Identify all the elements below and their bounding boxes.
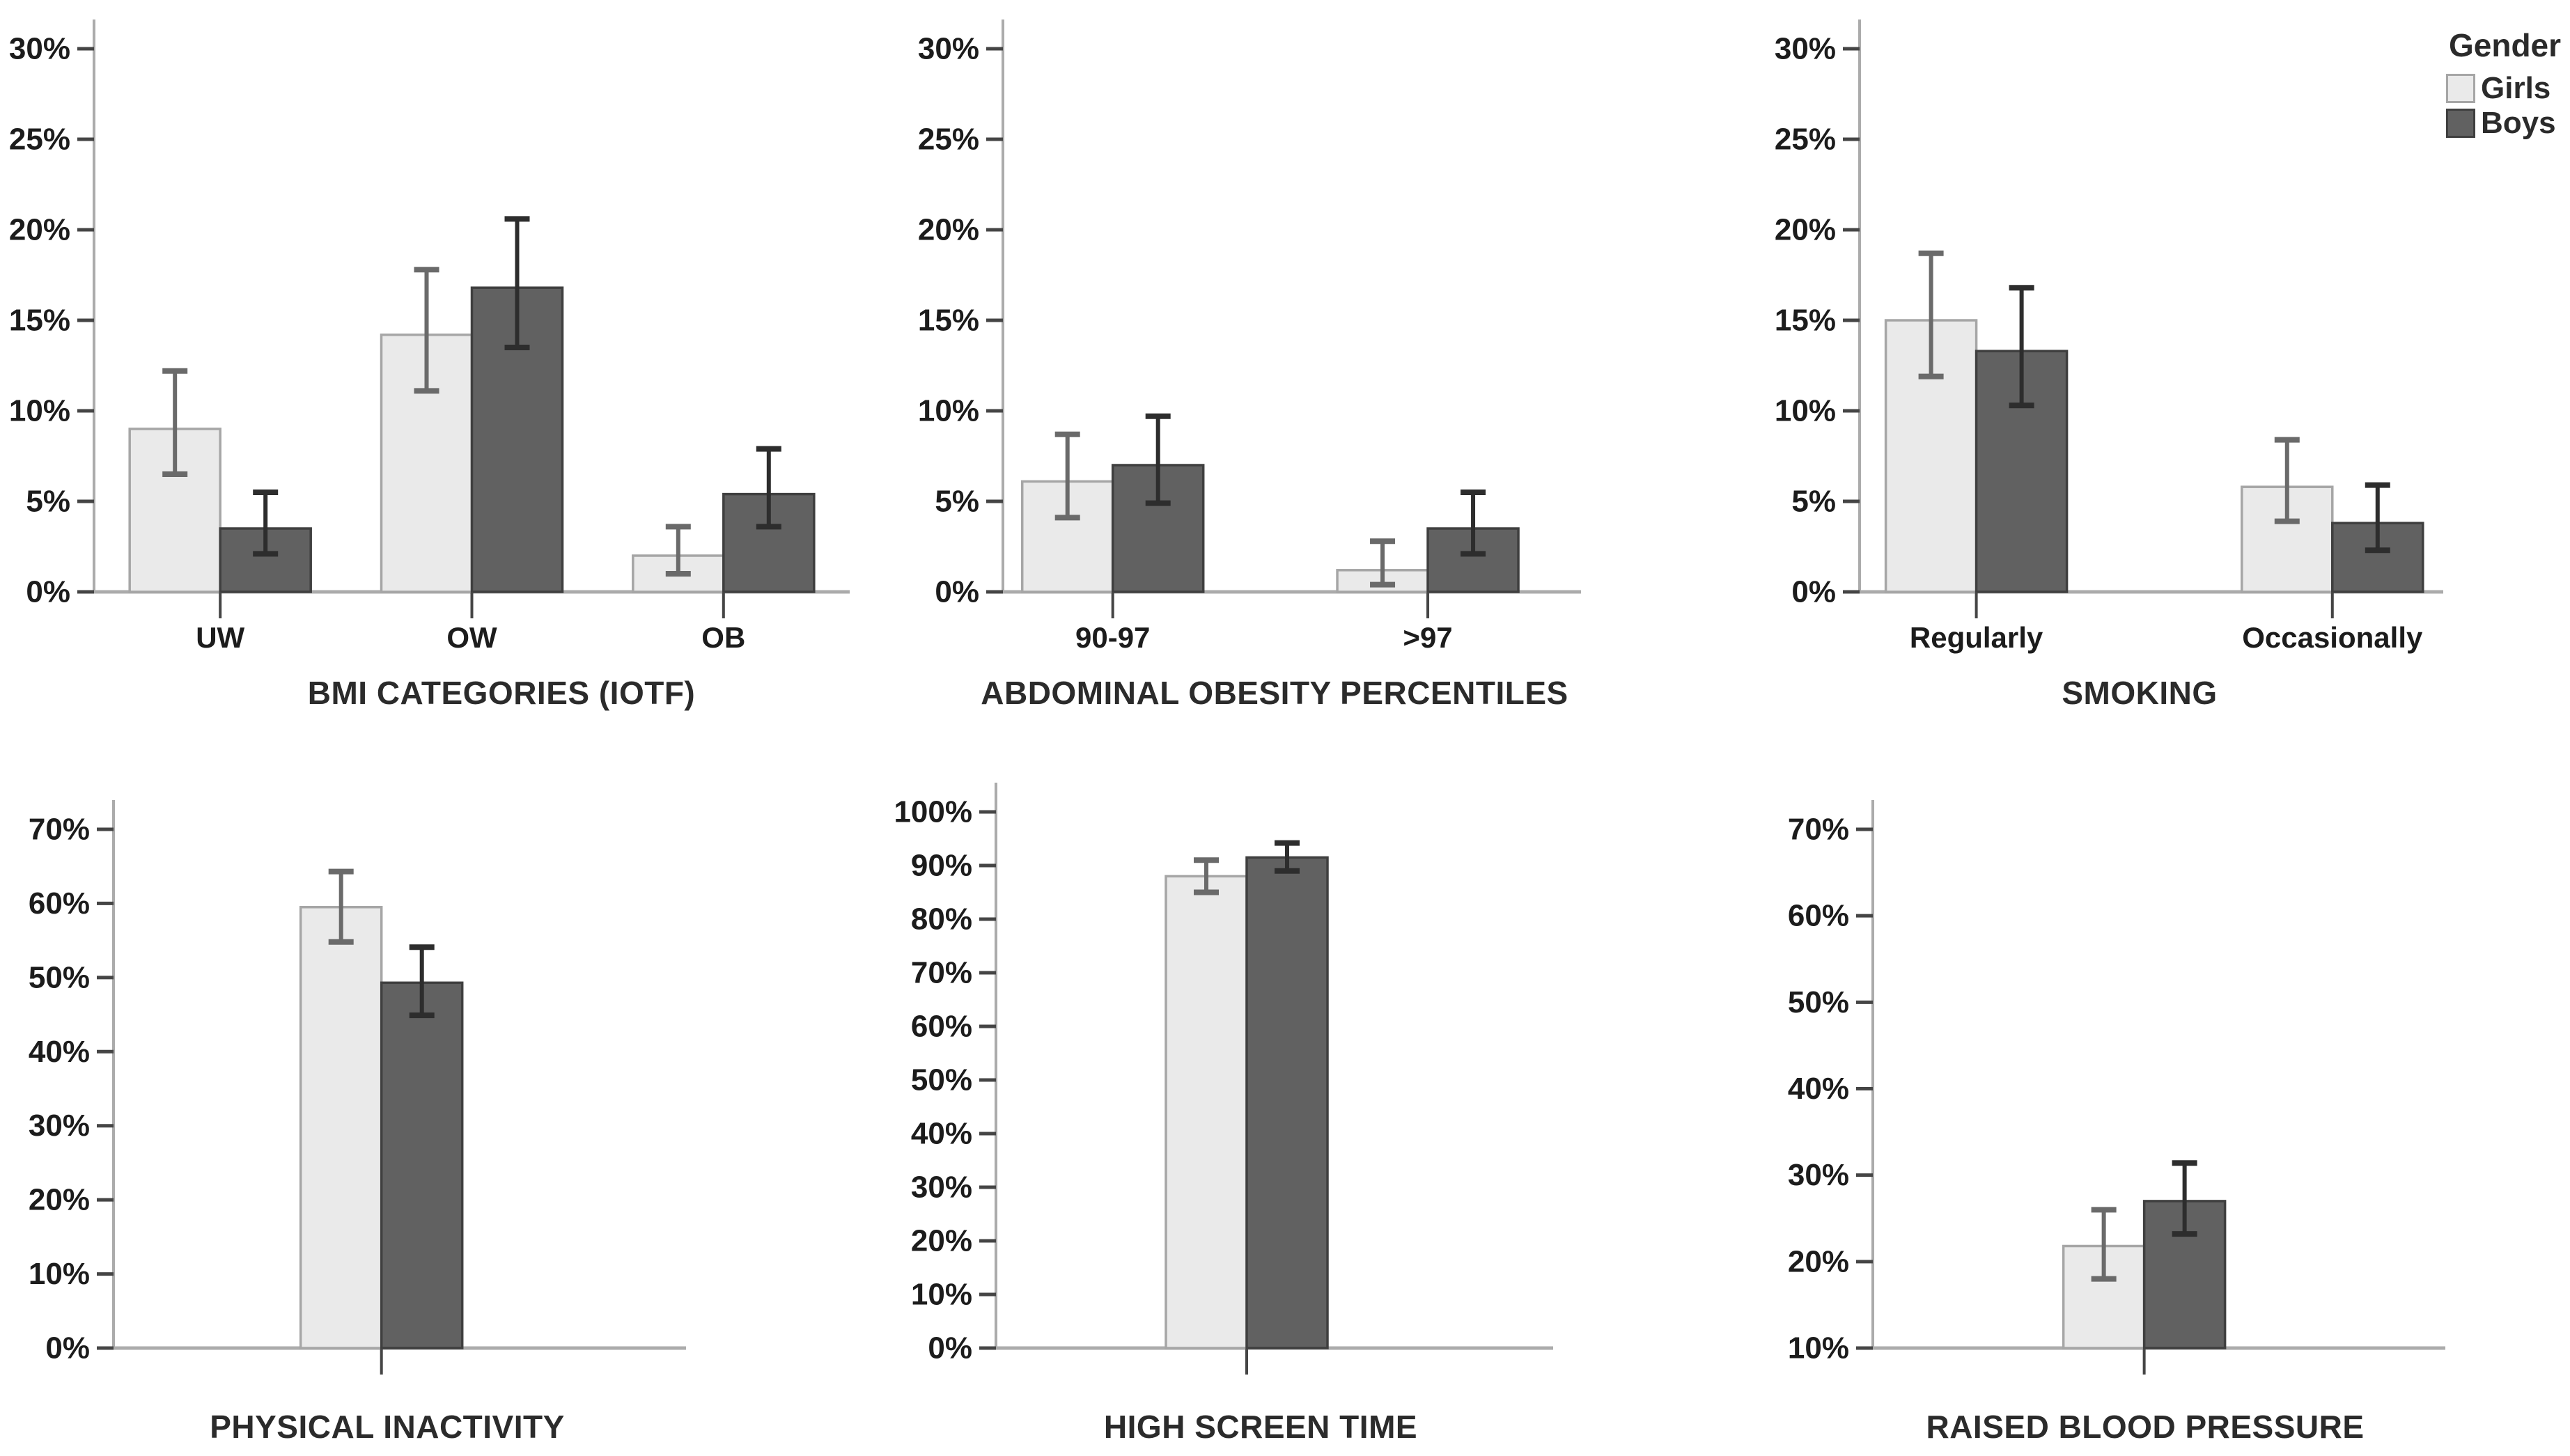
y-tick-label: 0% [928, 1331, 972, 1365]
chart-title-raised-blood-pressure: RAISED BLOOD PRESSURE [1926, 1409, 2365, 1445]
chart-title-high-screen-time: HIGH SCREEN TIME [1103, 1409, 1418, 1445]
chart-high-screen-time: 0% 10% 20% 30% 40% 50% 60% 70% 80% 90% 100% [894, 783, 1553, 1375]
y-tick-label: 10% [1788, 1331, 1849, 1365]
y-tick-label: 70% [911, 956, 972, 990]
y-tick-label: 20% [1775, 213, 1836, 247]
chart-bmi-categories: 0% 5% 10% 15% 20% 25% 30% UW OW OB [9, 19, 850, 654]
legend-title: Gender [2449, 27, 2562, 63]
bar-girls [1165, 875, 1248, 1349]
y-tick-label: 70% [29, 813, 90, 847]
y-tick-label: 5% [1791, 485, 1836, 519]
panel-raised-blood-pressure: 10% 20% 30% 40% 50% 60% 70% [1713, 728, 2570, 1456]
y-tick-label: 25% [9, 123, 70, 157]
y-tick-label: 80% [911, 902, 972, 937]
y-tick-label: 15% [1775, 304, 1836, 338]
y-tick-label: 60% [1788, 899, 1849, 933]
chart-abdominal-obesity: 0% 5% 10% 15% 20% 25% 30% 90-97 >97 [918, 19, 1581, 654]
y-tick-label: 70% [1788, 813, 1849, 847]
legend-swatch-girls-icon [2446, 74, 2475, 104]
y-tick-label: 40% [911, 1117, 972, 1151]
y-tick-label: 20% [911, 1224, 972, 1258]
chart-title-bmi-categories: BMI CATEGORIES (IOTF) [307, 675, 696, 711]
y-tick-label: 10% [911, 1278, 972, 1312]
y-tick-label: 50% [911, 1063, 972, 1097]
y-tick-label: 15% [918, 304, 979, 338]
y-tick-label: 25% [1775, 123, 1836, 157]
category-label: OW [446, 621, 497, 654]
chart-title-abdominal-obesity: ABDOMINAL OBESITY PERCENTILES [981, 675, 1568, 711]
panel-bmi-categories: 0% 5% 10% 15% 20% 25% 30% UW OW OB [0, 0, 857, 728]
panel-smoking: 0% 5% 10% 15% 20% 25% 30% Regularly Occasionally [1713, 0, 2570, 728]
y-tick-label: 90% [911, 849, 972, 883]
legend: Gender Girls Boys [2446, 26, 2561, 139]
y-tick-label: 10% [29, 1257, 90, 1291]
y-tick-label: 30% [1775, 32, 1836, 66]
chart-title-physical-inactivity: PHYSICAL INACTIVITY [210, 1409, 565, 1445]
y-tick-label: 5% [26, 485, 70, 519]
chart-smoking: 0% 5% 10% 15% 20% 25% 30% Regularly Occasionally [1775, 19, 2443, 654]
panel-high-screen-time: 0% 10% 20% 30% 40% 50% 60% 70% 80% 90% 100% [857, 728, 1713, 1456]
category-label: Occasionally [2242, 621, 2423, 654]
panel-physical-inactivity: 0% 10% 20% 30% 40% 50% 60% 70% [0, 728, 857, 1456]
bar-boys [1245, 856, 1329, 1349]
y-tick-label: 10% [9, 394, 70, 428]
bar-girls [299, 906, 383, 1349]
y-tick-label: 20% [29, 1183, 90, 1217]
legend-item-boys: Boys [2446, 107, 2561, 139]
legend-label-girls: Girls [2481, 71, 2551, 105]
category-label: Regularly [1910, 621, 2043, 654]
y-tick-label: 30% [29, 1109, 90, 1143]
y-tick-label: 100% [894, 795, 972, 829]
y-tick-label: 30% [9, 32, 70, 66]
y-tick-label: 40% [1788, 1072, 1849, 1106]
panel-abdominal-obesity: 0% 5% 10% 15% 20% 25% 30% 90-97 >97 [857, 0, 1713, 728]
legend-item-girls: Girls [2446, 72, 2561, 104]
y-tick-label: 0% [935, 575, 979, 609]
y-tick-label: 0% [1791, 575, 1836, 609]
y-tick-label: 60% [29, 886, 90, 921]
category-label: OB [701, 621, 745, 654]
y-tick-label: 50% [1788, 985, 1849, 1019]
y-tick-label: 20% [1788, 1244, 1849, 1278]
chart-physical-inactivity: 0% 10% 20% 30% 40% 50% 60% 70% [29, 800, 686, 1375]
y-tick-label: 30% [918, 32, 979, 66]
y-tick-label: 10% [1775, 394, 1836, 428]
category-label: UW [196, 621, 244, 654]
bar-boys [219, 527, 312, 593]
y-tick-label: 60% [911, 1010, 972, 1044]
y-tick-label: 0% [45, 1331, 90, 1365]
y-tick-label: 40% [29, 1035, 90, 1069]
y-tick-label: 25% [918, 123, 979, 157]
y-tick-label: 10% [918, 394, 979, 428]
y-tick-label: 30% [911, 1171, 972, 1205]
y-tick-label: 20% [9, 213, 70, 247]
bar-boys [380, 981, 464, 1349]
y-tick-label: 0% [26, 575, 70, 609]
legend-swatch-boys-icon [2446, 109, 2475, 139]
bar-boys [470, 286, 564, 593]
category-label: >97 [1403, 621, 1452, 654]
y-tick-label: 30% [1788, 1158, 1849, 1192]
y-tick-label: 20% [918, 213, 979, 247]
legend-label-boys: Boys [2481, 106, 2556, 141]
chart-raised-blood-pressure: 10% 20% 30% 40% 50% 60% 70% [1788, 800, 2445, 1375]
category-label: 90-97 [1075, 621, 1150, 654]
chart-title-smoking: SMOKING [2062, 675, 2218, 711]
y-tick-label: 50% [29, 960, 90, 994]
y-tick-label: 5% [935, 485, 979, 519]
y-tick-label: 15% [9, 304, 70, 338]
